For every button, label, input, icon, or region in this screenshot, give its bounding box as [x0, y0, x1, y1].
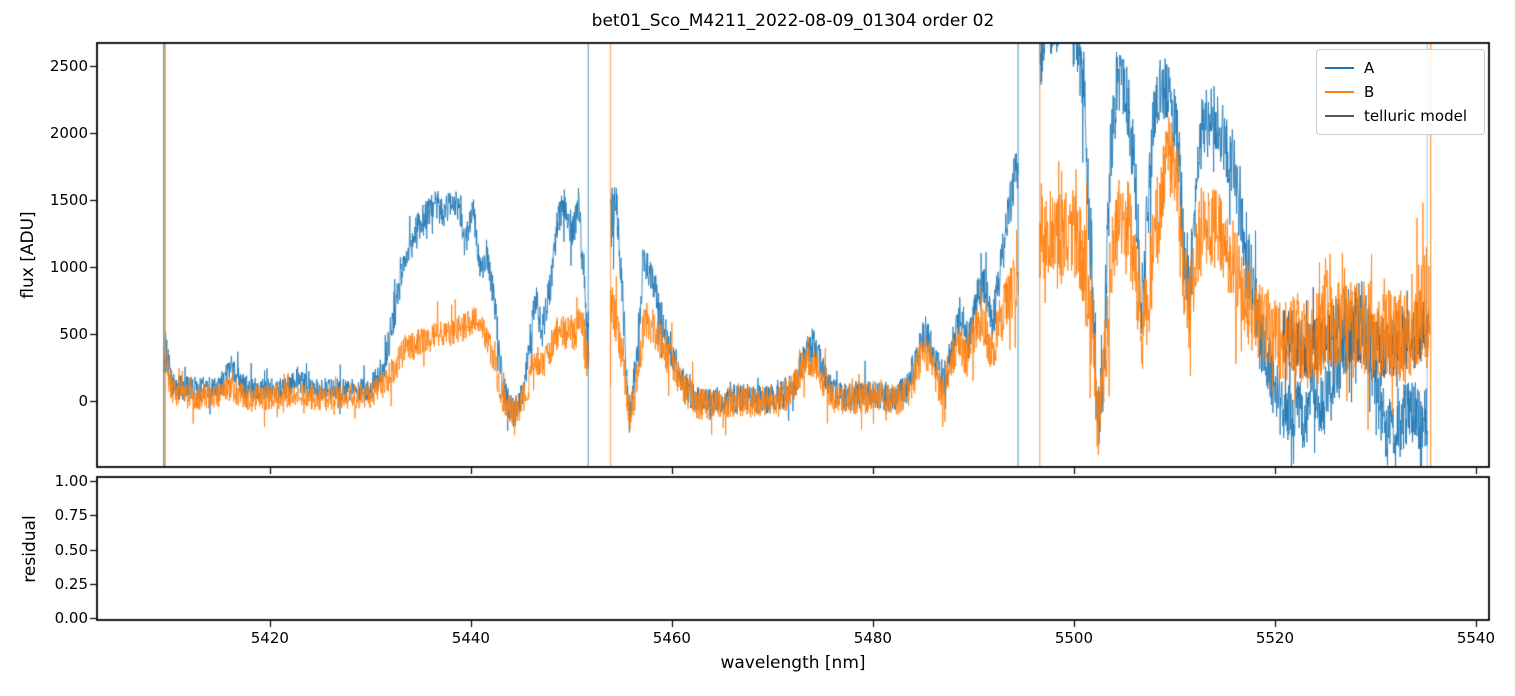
x-tick-label: 5540 — [1456, 629, 1496, 647]
legend-label-b: B — [1364, 83, 1375, 101]
legend-label-a: A — [1364, 59, 1375, 77]
legend-swatch-b — [1325, 91, 1354, 93]
x-tick-label: 5460 — [652, 629, 691, 647]
x-tick-label: 5420 — [250, 629, 289, 647]
y-tick-label: 1500 — [49, 190, 88, 209]
y-tick-label: 0.75 — [54, 506, 88, 525]
y-tick-label: 0.50 — [54, 540, 88, 559]
flux-axis-label: flux [ADU] — [18, 211, 38, 299]
legend-swatch-a — [1325, 67, 1354, 69]
legend-label-telluric: telluric model — [1364, 107, 1468, 125]
y-tick-label: 0.25 — [54, 575, 88, 594]
legend-entry-b: B — [1325, 80, 1474, 104]
legend-swatch-telluric — [1325, 115, 1354, 117]
x-tick-label: 5480 — [853, 629, 892, 647]
x-axis-label: wavelength [nm] — [720, 653, 866, 673]
legend-entry-telluric: telluric model — [1325, 104, 1474, 128]
y-tick-label: 0.00 — [54, 609, 88, 628]
y-tick-label: 0 — [78, 392, 88, 411]
y-tick-label: 500 — [59, 325, 88, 344]
legend-entry-a: A — [1325, 56, 1474, 80]
x-tick-label: 5520 — [1255, 629, 1295, 647]
y-tick-label: 1000 — [49, 257, 88, 276]
y-tick-label: 2000 — [49, 123, 88, 142]
plot-title: bet01_Sco_M4211_2022-08-09_01304 order 0… — [591, 11, 995, 31]
x-tick-label: 5440 — [451, 629, 490, 647]
y-tick-label: 1.00 — [54, 472, 88, 491]
legend: A B telluric model — [1316, 49, 1485, 135]
x-tick-label: 5500 — [1054, 629, 1093, 647]
y-tick-label: 2500 — [49, 56, 88, 75]
